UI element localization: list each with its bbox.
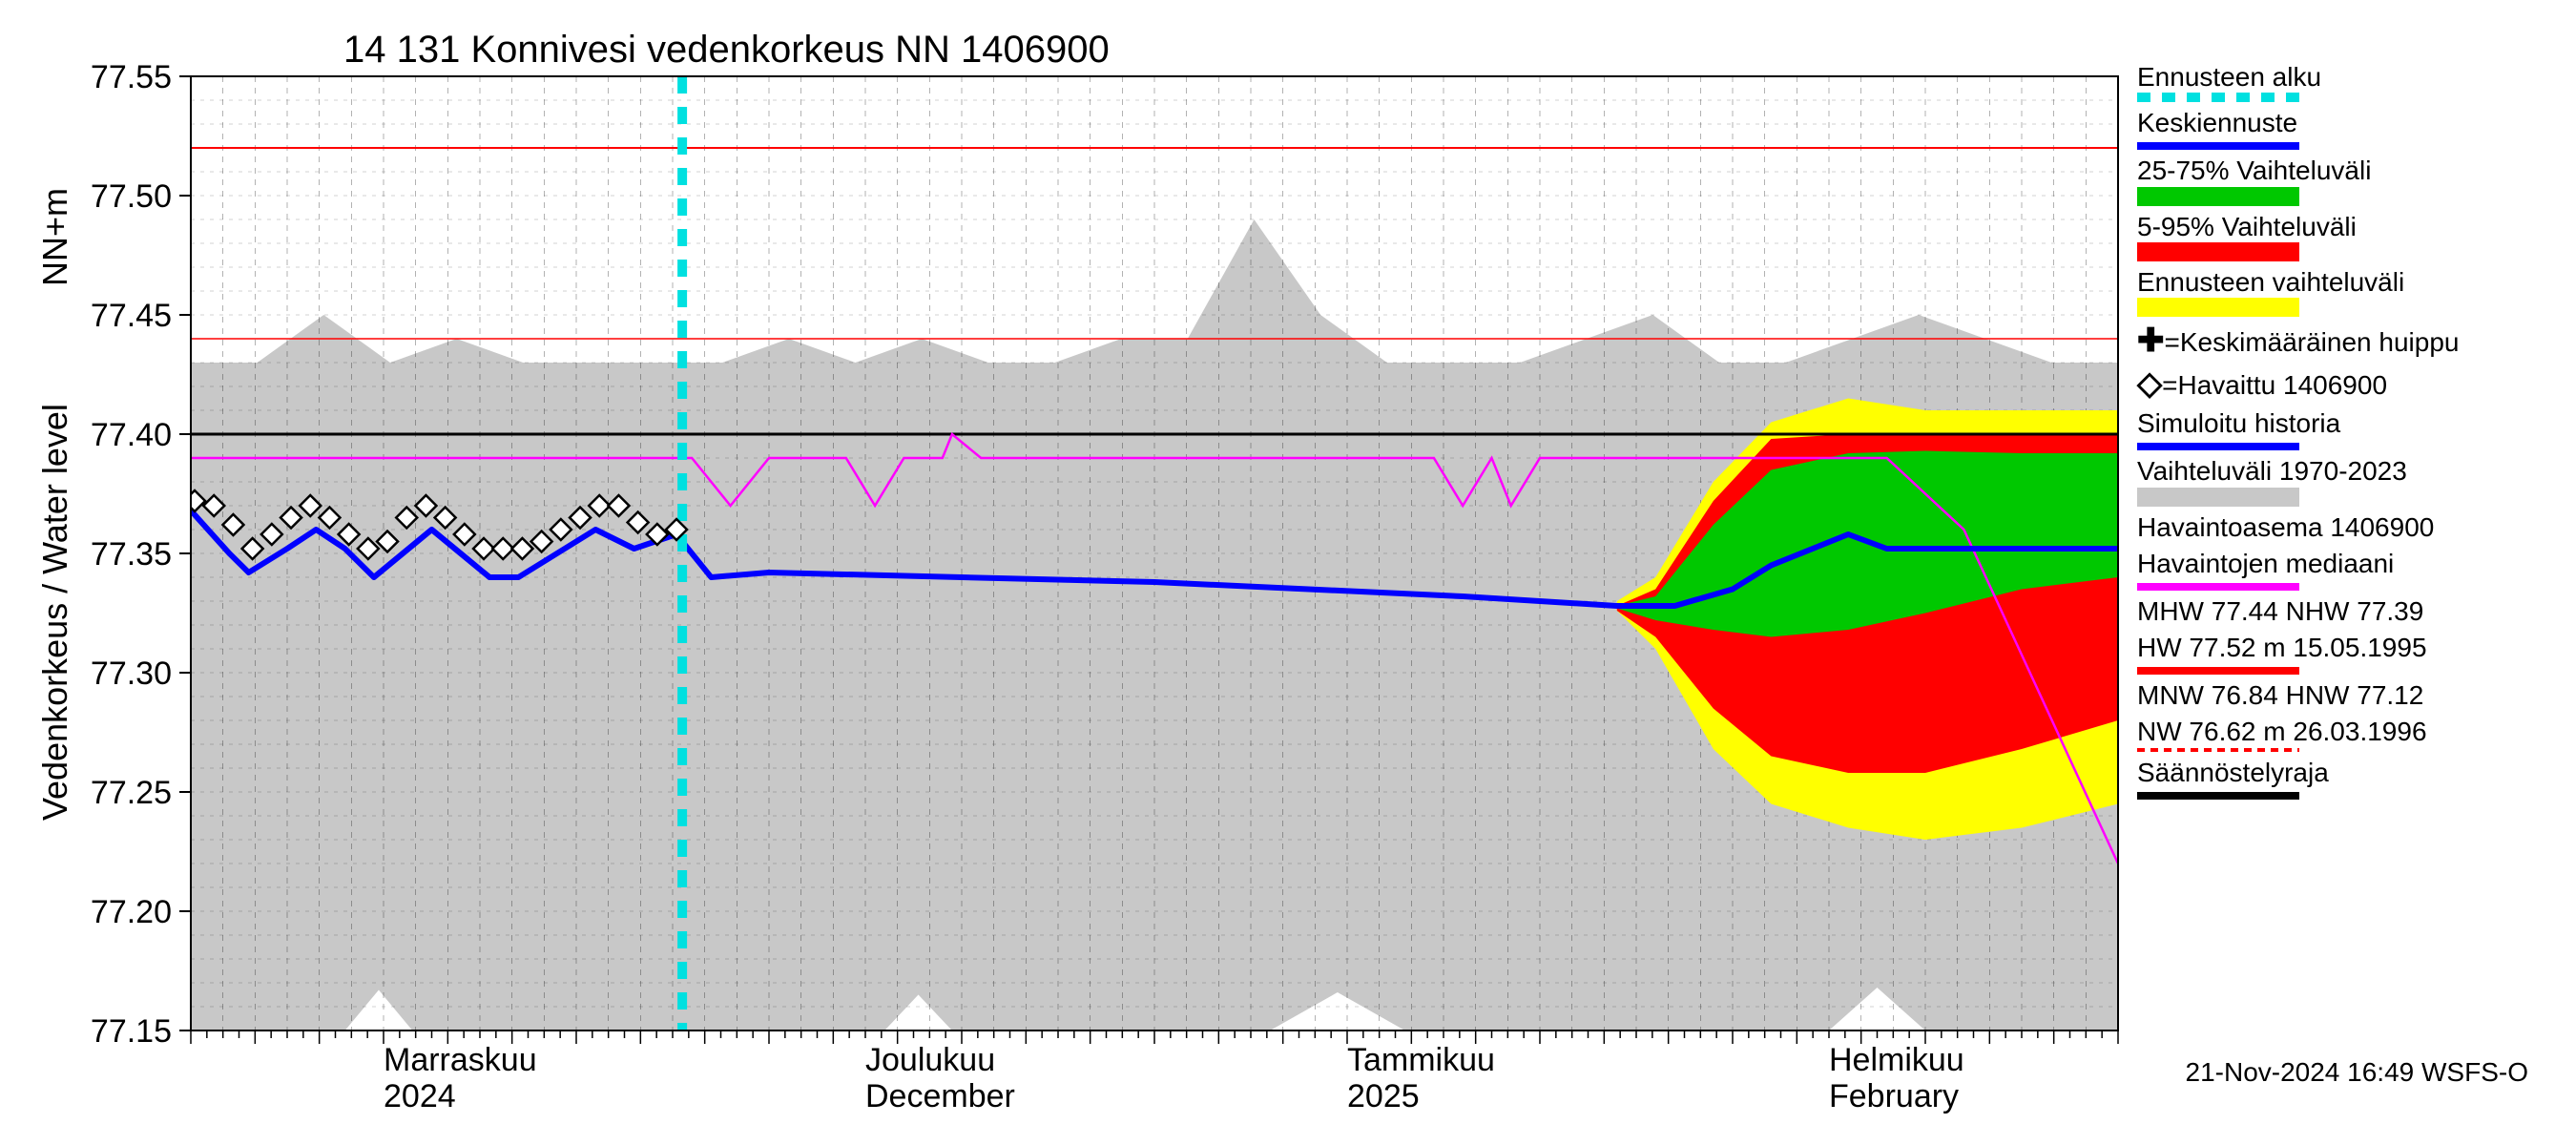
svg-text:77.25: 77.25 — [91, 775, 172, 811]
svg-text:14 131 Konnivesi vedenkorkeus: 14 131 Konnivesi vedenkorkeus NN 1406900 — [343, 29, 1110, 71]
legend-item: HW 77.52 m 15.05.1995 — [2137, 633, 2538, 675]
legend-swatch — [2137, 93, 2299, 102]
legend-item: Vaihteluväli 1970-2023 — [2137, 456, 2538, 506]
footer-timestamp: 21-Nov-2024 16:49 WSFS-O — [2186, 1057, 2529, 1088]
svg-text:February: February — [1829, 1078, 1959, 1114]
legend-swatch — [2137, 792, 2299, 800]
water-level-chart: 77.15 77.20 77.25 77.30 77.35 77.40 77.45 77.50… — [19, 19, 2557, 1126]
legend-item: 5-95% Vaihteluväli — [2137, 212, 2538, 261]
legend-marker-text: ◇=Havaittu 1406900 — [2137, 365, 2538, 403]
legend-item: Säännöstelyraja — [2137, 758, 2538, 800]
legend-item: Ennusteen vaihteluväli — [2137, 267, 2538, 317]
svg-text:2025: 2025 — [1347, 1078, 1420, 1114]
svg-text:77.30: 77.30 — [91, 656, 172, 692]
legend-swatch — [2137, 748, 2299, 752]
svg-text:Marraskuu: Marraskuu — [384, 1042, 537, 1078]
legend-swatch — [2137, 583, 2299, 591]
svg-text:77.35: 77.35 — [91, 536, 172, 572]
svg-text:77.50: 77.50 — [91, 178, 172, 215]
legend-item: Keskiennuste — [2137, 108, 2538, 150]
svg-text:77.55: 77.55 — [91, 59, 172, 95]
svg-text:77.45: 77.45 — [91, 298, 172, 334]
legend-swatch — [2137, 443, 2299, 450]
svg-text:Tammikuu: Tammikuu — [1347, 1042, 1495, 1078]
legend-swatch — [2137, 242, 2299, 261]
legend-panel: Ennusteen alku Keskiennuste 25-75% Vaihtel… — [2137, 62, 2538, 805]
svg-text:December: December — [865, 1078, 1015, 1114]
legend-text: MNW 76.84 HNW 77.12 — [2137, 680, 2538, 711]
svg-text:Joulukuu: Joulukuu — [865, 1042, 995, 1078]
legend-swatch — [2137, 488, 2299, 507]
legend-swatch — [2137, 298, 2299, 317]
svg-text:77.40: 77.40 — [91, 417, 172, 453]
svg-text:77.20: 77.20 — [91, 894, 172, 930]
legend-item: NW 76.62 m 26.03.1996 — [2137, 717, 2538, 751]
legend-item: 25-75% Vaihteluväli — [2137, 156, 2538, 205]
legend-swatch — [2137, 142, 2299, 150]
svg-text:77.15: 77.15 — [91, 1013, 172, 1050]
svg-text:Helmikuu: Helmikuu — [1829, 1042, 1964, 1078]
legend-text: Havaintoasema 1406900 — [2137, 512, 2538, 543]
legend-swatch — [2137, 667, 2299, 675]
svg-text:2024: 2024 — [384, 1078, 456, 1114]
legend-item: Ennusteen alku — [2137, 62, 2538, 102]
legend-text: MHW 77.44 NHW 77.39 — [2137, 596, 2538, 627]
legend-marker-text: ✚=Keskimääräinen huippu — [2137, 323, 2538, 360]
svg-text:NN+m: NN+m — [35, 188, 74, 286]
svg-text:Vedenkorkeus / Water level: Vedenkorkeus / Water level — [35, 404, 74, 821]
legend-item: Simuloitu historia — [2137, 408, 2538, 450]
legend-swatch — [2137, 187, 2299, 206]
legend-item: Havaintojen mediaani — [2137, 549, 2538, 591]
